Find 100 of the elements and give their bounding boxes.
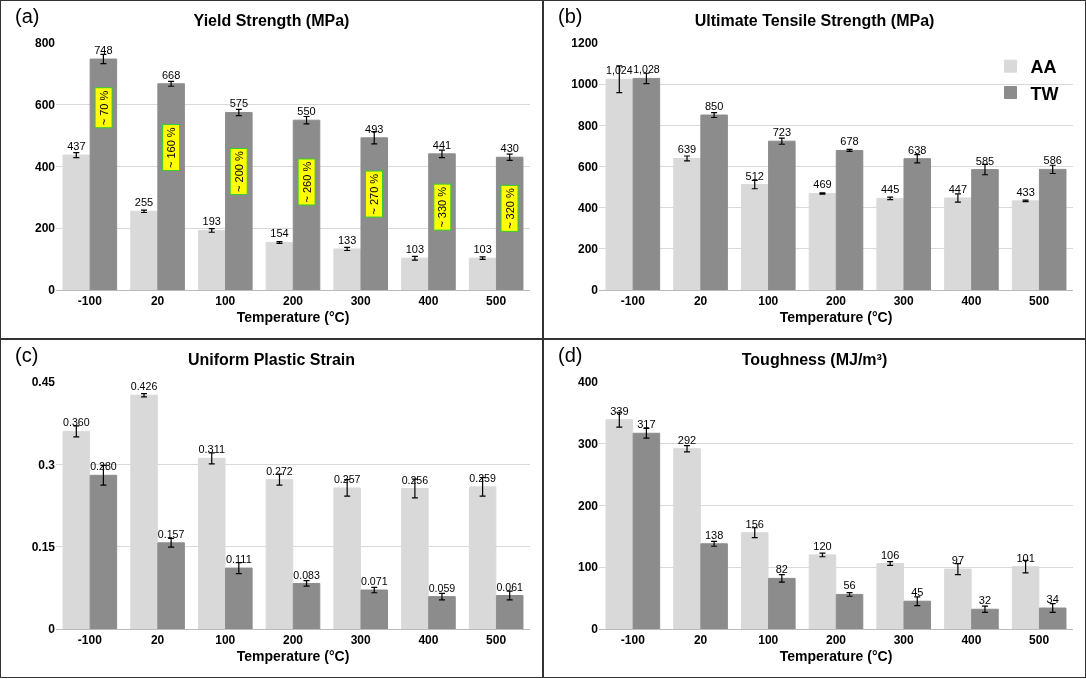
text: (b) — [558, 5, 583, 27]
y-tick-label: 200 — [577, 242, 599, 257]
data-label: 193 — [202, 215, 221, 228]
x-tick-label: 300 — [893, 633, 915, 648]
data-label: 437 — [67, 140, 86, 153]
data-label: 255 — [134, 196, 154, 209]
bar — [225, 567, 253, 629]
y-tick-label: 0.45 — [31, 375, 56, 390]
bar — [971, 608, 999, 629]
x-tick-label: 100 — [758, 633, 779, 648]
x-tick-label: 300 — [893, 294, 915, 309]
legend-label: AA — [1030, 57, 1057, 78]
x-tick-label: 400 — [418, 294, 439, 309]
annotation: ~ 70 % — [97, 90, 110, 126]
bar — [700, 114, 728, 290]
y-tick-label: 0.3 — [38, 457, 56, 472]
data-label: 723 — [772, 126, 792, 139]
data-label: 56 — [843, 579, 856, 592]
data-label: 156 — [745, 517, 764, 530]
data-label: 0.256 — [401, 473, 429, 486]
annotation: ~ 270 % — [367, 173, 380, 215]
x-tick-label: -100 — [620, 633, 646, 648]
x-tick-label: 400 — [418, 633, 439, 648]
text: (a) — [15, 5, 40, 27]
x-tick-label: 400 — [961, 633, 982, 648]
y-tick-label: 200 — [577, 498, 599, 513]
data-label: 469 — [813, 178, 832, 191]
bar — [700, 543, 728, 629]
x-tick-label: 100 — [758, 294, 779, 309]
x-axis-title: Temperature (°C) — [236, 647, 350, 664]
x-tick-label: 500 — [486, 633, 507, 648]
bar — [632, 432, 661, 629]
data-label: 103 — [473, 243, 492, 256]
bar — [495, 595, 524, 629]
data-label: 0.071 — [361, 575, 388, 588]
bar — [632, 77, 661, 290]
x-tick-label: -100 — [77, 294, 103, 309]
bar — [265, 241, 294, 290]
bar — [835, 149, 864, 290]
data-label: 493 — [365, 122, 384, 135]
x-tick-label: 400 — [961, 294, 982, 309]
x-axis-title: Temperature (°C) — [779, 647, 893, 664]
x-tick-label: 300 — [350, 294, 372, 309]
bar — [768, 577, 796, 629]
data-label: 638 — [908, 143, 927, 156]
bar — [89, 474, 118, 629]
data-label: 138 — [704, 528, 724, 541]
x-tick-label: 200 — [282, 633, 304, 648]
x-tick-label: 20 — [693, 294, 708, 309]
x-tick-label: 100 — [215, 294, 236, 309]
data-label: 34 — [1046, 593, 1059, 606]
bar — [971, 169, 999, 290]
bar — [1038, 607, 1067, 629]
data-label: 0.311 — [198, 443, 225, 456]
data-label: 154 — [270, 227, 289, 240]
bar — [157, 542, 185, 629]
data-label: 441 — [432, 138, 452, 151]
bar — [903, 600, 932, 629]
chart-title: Ultimate Tensile Strength (MPa) — [694, 11, 935, 29]
bar — [333, 248, 361, 290]
y-tick-label: 0.15 — [31, 539, 56, 554]
data-label: 0.083 — [293, 568, 320, 581]
data-label: 678 — [840, 135, 859, 148]
annotation: ~ 260 % — [300, 161, 313, 203]
data-label: 97 — [951, 554, 965, 567]
data-label: 850 — [704, 100, 724, 113]
x-tick-label: 500 — [1029, 633, 1050, 648]
x-tick-label: 500 — [1029, 294, 1050, 309]
y-tick-label: 100 — [577, 560, 599, 575]
text: (d) — [558, 344, 583, 366]
data-label: 0.157 — [157, 527, 185, 540]
bar — [835, 593, 864, 629]
x-tick-label: 200 — [825, 294, 847, 309]
y-tick-label: 0 — [48, 622, 56, 637]
y-tick-label: 800 — [34, 36, 56, 51]
data-label: 292 — [677, 433, 697, 446]
bar — [468, 257, 497, 290]
x-tick-label: -100 — [77, 633, 103, 648]
data-label: 0.360 — [63, 416, 90, 429]
chart-title: Uniform Plastic Strain — [187, 350, 356, 368]
data-label: 575 — [229, 97, 249, 110]
y-tick-label: 1000 — [571, 77, 599, 92]
data-label: 512 — [745, 169, 764, 182]
x-tick-label: 200 — [825, 633, 847, 648]
data-label: 0.257 — [333, 473, 361, 486]
data-label: 433 — [1016, 185, 1035, 198]
data-label: 639 — [677, 143, 697, 156]
data-label: 339 — [610, 404, 629, 417]
data-label: 668 — [161, 68, 181, 81]
y-tick-label: 300 — [577, 436, 599, 451]
data-label: 120 — [813, 539, 832, 552]
bar — [903, 158, 932, 290]
data-label: 0.259 — [469, 471, 496, 484]
x-tick-label: 20 — [693, 633, 708, 648]
data-label: 447 — [948, 182, 968, 195]
x-axis-title: Temperature (°C) — [236, 308, 350, 325]
data-label: 317 — [637, 418, 656, 431]
y-tick-label: 0 — [48, 283, 56, 298]
x-tick-label: 300 — [350, 633, 372, 648]
bar — [360, 589, 389, 629]
